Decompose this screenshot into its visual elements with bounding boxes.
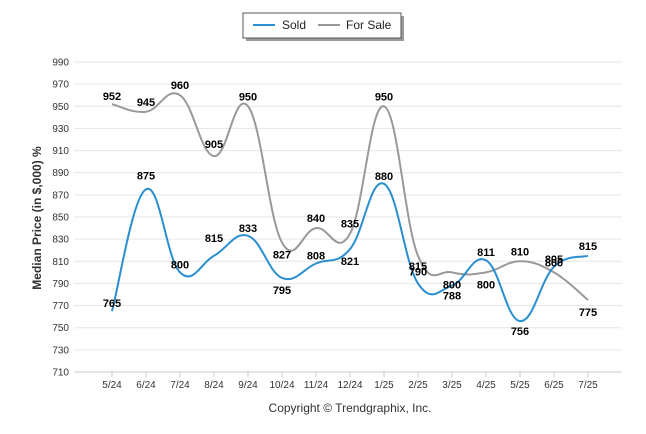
- x-tick-label: 7/25: [578, 380, 598, 391]
- y-axis-title: Median Price (in $,000) %: [30, 146, 44, 290]
- data-label-sold: 790: [409, 266, 427, 278]
- x-tick-label: 6/25: [544, 380, 564, 391]
- y-axis-ticks: 710 730 750 770 790 810 830 850 870 890 910 930 950 9…: [52, 58, 69, 379]
- x-tick-label: 10/24: [269, 380, 294, 391]
- data-label-sold: 880: [375, 171, 393, 183]
- legend-label-for-sale: For Sale: [346, 18, 392, 32]
- data-labels: 765 875 800 815 833 795 808 821 880 790 788 811 756 8…: [103, 80, 597, 338]
- data-label-for-sale: 905: [205, 139, 223, 151]
- y-tick-label: 810: [52, 257, 69, 268]
- y-tick-label: 830: [52, 235, 69, 246]
- data-label-sold: 875: [137, 170, 155, 182]
- data-label-for-sale: 810: [511, 246, 529, 258]
- data-label-sold: 808: [307, 251, 325, 263]
- data-label-for-sale: 800: [545, 257, 563, 269]
- data-label-sold: 795: [273, 285, 291, 297]
- x-tick-label: 5/25: [510, 380, 530, 391]
- data-label-for-sale: 835: [341, 219, 359, 231]
- y-tick-label: 970: [52, 80, 69, 91]
- data-label-for-sale: 945: [137, 97, 155, 109]
- y-tick-label: 890: [52, 168, 69, 179]
- data-label-sold: 821: [341, 256, 359, 268]
- legend-label-sold: Sold: [282, 18, 306, 32]
- x-tick-label: 6/24: [136, 380, 156, 391]
- y-tick-label: 770: [52, 301, 69, 312]
- data-label-sold: 800: [171, 259, 189, 271]
- y-tick-label: 730: [52, 345, 69, 356]
- data-label-for-sale: 950: [375, 91, 393, 103]
- data-label-for-sale: 840: [307, 213, 325, 225]
- data-label-sold: 815: [579, 241, 597, 253]
- data-label-sold: 815: [205, 233, 223, 245]
- data-label-for-sale: 775: [579, 307, 597, 319]
- y-tick-label: 750: [52, 323, 69, 334]
- data-label-for-sale: 952: [103, 91, 121, 103]
- legend: Sold For Sale: [242, 12, 404, 41]
- data-label-for-sale: 800: [443, 279, 461, 291]
- series-line-sold: [111, 182, 589, 323]
- y-tick-label: 910: [52, 146, 69, 157]
- data-label-sold: 788: [443, 291, 461, 303]
- x-tick-label: 12/24: [337, 380, 362, 391]
- data-label-for-sale: 960: [171, 80, 189, 92]
- y-tick-label: 930: [52, 124, 69, 135]
- x-tick-label: 9/24: [238, 380, 258, 391]
- y-tick-label: 990: [52, 58, 69, 69]
- y-tick-label: 850: [52, 213, 69, 224]
- x-tick-label: 1/25: [374, 380, 394, 391]
- series-line-for-sale: [111, 92, 589, 301]
- data-label-for-sale: 950: [239, 91, 257, 103]
- x-tick-label: 4/25: [476, 380, 496, 391]
- x-tick-label: 5/24: [102, 380, 122, 391]
- x-tick-label: 11/24: [304, 380, 329, 391]
- data-label-for-sale: 800: [477, 279, 495, 291]
- data-label-for-sale: 827: [273, 249, 291, 261]
- data-label-sold: 833: [239, 223, 257, 235]
- x-tick-label: 2/25: [408, 380, 428, 391]
- y-tick-label: 950: [52, 102, 69, 113]
- y-tick-label: 790: [52, 279, 69, 290]
- copyright-footer: Copyright © Trendgraphix, Inc.: [269, 401, 432, 415]
- x-tick-label: 3/25: [442, 380, 462, 391]
- grid-lines: [74, 61, 622, 351]
- data-label-sold: 805: [545, 254, 563, 266]
- x-axis-ticks: 5/24 6/24 7/24 8/24 9/24 10/24 11/24 12/24 1/25 2…: [102, 372, 598, 391]
- x-tick-label: 8/24: [204, 380, 224, 391]
- y-tick-label: 710: [52, 368, 69, 379]
- data-label-sold: 756: [511, 326, 529, 338]
- x-tick-label: 7/24: [170, 380, 190, 391]
- series-lines: [111, 92, 589, 323]
- data-label-sold: 811: [477, 247, 495, 259]
- data-label-for-sale: 815: [409, 261, 427, 273]
- data-label-sold: 765: [103, 298, 121, 310]
- y-tick-label: 870: [52, 190, 69, 201]
